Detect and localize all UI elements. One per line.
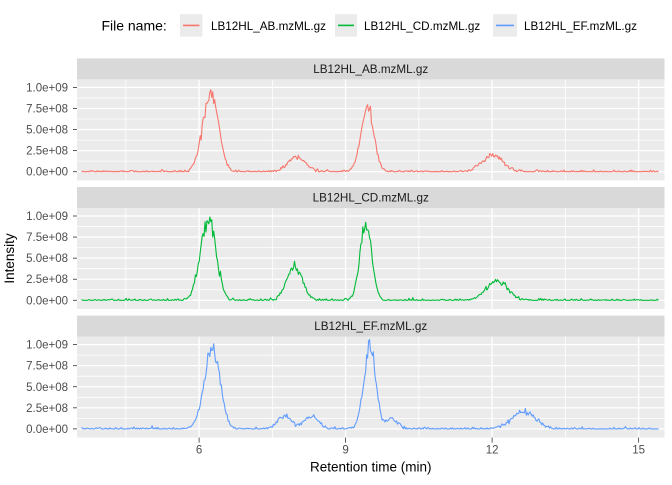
svg-text:5.0e+08: 5.0e+08 [26,253,68,265]
svg-text:0.0e+00: 0.0e+00 [26,167,68,179]
svg-text:5.0e+08: 5.0e+08 [26,125,68,137]
svg-text:Retention time (min): Retention time (min) [310,460,432,475]
svg-text:5.0e+08: 5.0e+08 [26,382,68,394]
svg-text:1.0e+09: 1.0e+09 [26,82,68,94]
svg-text:LB12HL_CD.mzML.gz: LB12HL_CD.mzML.gz [313,192,429,205]
svg-text:LB12HL_EF.mzML.gz: LB12HL_EF.mzML.gz [524,20,637,33]
svg-text:15: 15 [632,445,645,457]
svg-text:1.0e+09: 1.0e+09 [26,211,68,223]
svg-text:9: 9 [342,445,348,457]
svg-text:0.0e+00: 0.0e+00 [26,295,68,307]
svg-text:LB12HL_AB.mzML.gz: LB12HL_AB.mzML.gz [313,63,428,76]
svg-text:LB12HL_EF.mzML.gz: LB12HL_EF.mzML.gz [314,320,427,333]
svg-text:Intensity: Intensity [2,233,17,284]
svg-text:7.5e+08: 7.5e+08 [26,232,68,244]
svg-text:7.5e+08: 7.5e+08 [26,103,68,115]
svg-text:6: 6 [196,445,202,457]
svg-text:LB12HL_AB.mzML.gz: LB12HL_AB.mzML.gz [211,20,326,33]
svg-text:2.5e+08: 2.5e+08 [26,403,68,415]
svg-text:12: 12 [486,445,499,457]
svg-text:2.5e+08: 2.5e+08 [26,274,68,286]
svg-text:1.0e+09: 1.0e+09 [26,340,68,352]
svg-text:File name:: File name: [101,17,166,33]
svg-text:LB12HL_CD.mzML.gz: LB12HL_CD.mzML.gz [364,20,480,33]
svg-text:7.5e+08: 7.5e+08 [26,361,68,373]
svg-text:2.5e+08: 2.5e+08 [26,146,68,158]
svg-text:0.0e+00: 0.0e+00 [26,424,68,436]
